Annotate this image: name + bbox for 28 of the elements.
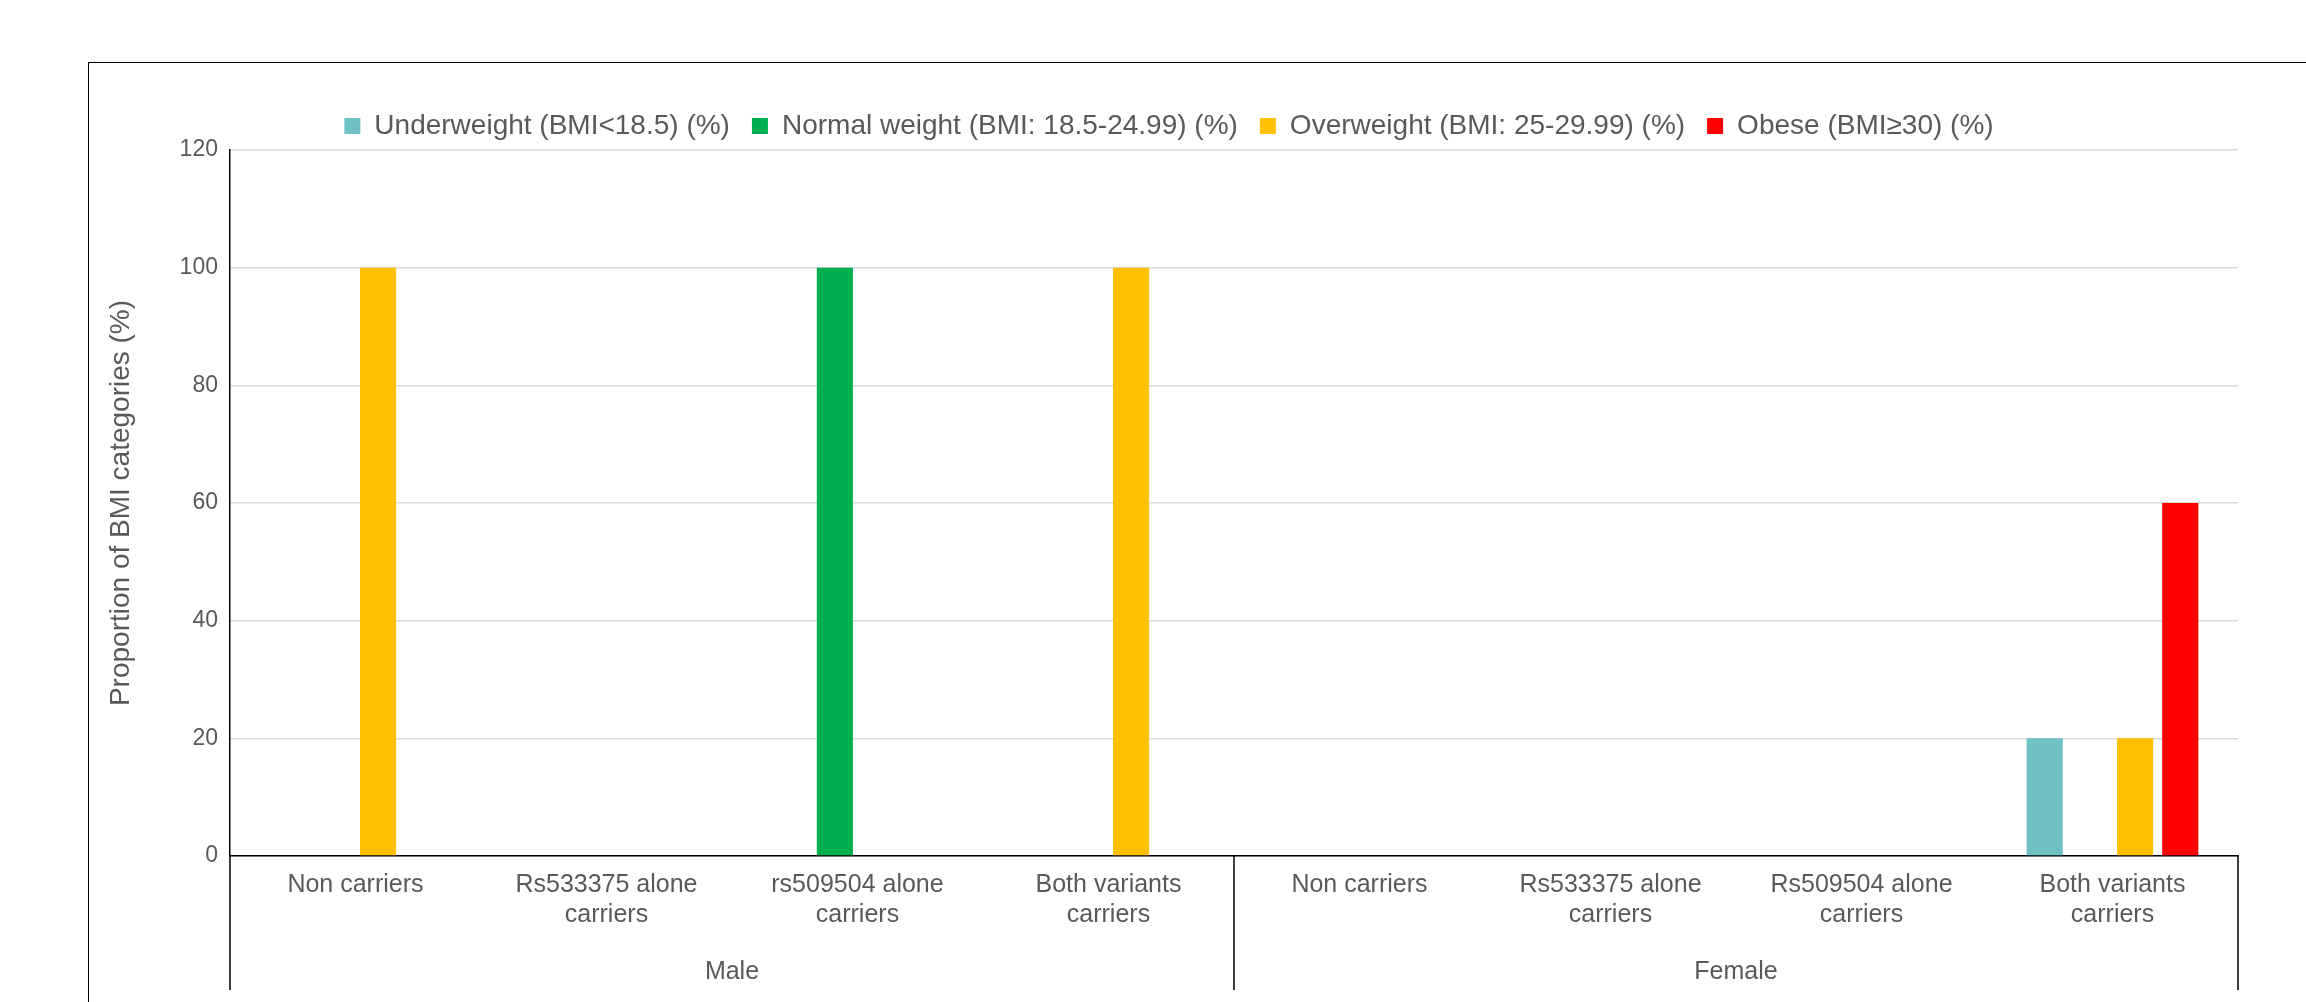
bar xyxy=(1113,267,1150,856)
y-tick-label: 0 xyxy=(205,841,218,868)
y-tick-label: 80 xyxy=(192,370,218,397)
y-tick-label: 20 xyxy=(192,723,218,750)
y-tick-label: 60 xyxy=(192,488,218,515)
bar xyxy=(816,267,853,856)
x-tick-label: Rs533375 alone carriers xyxy=(515,868,698,927)
bar xyxy=(2117,738,2154,856)
x-tick-label: Non carriers xyxy=(1291,868,1428,897)
legend-label: Normal weight (BMI: 18.5-24.99) (%) xyxy=(781,108,1238,140)
text: Male xyxy=(704,955,760,984)
x-tick-label: Both variants carriers xyxy=(1035,868,1182,927)
y-tick-label: 120 xyxy=(179,135,218,162)
bar xyxy=(359,267,397,856)
text: Female xyxy=(1694,955,1778,984)
x-tick-label: Both variants carriers xyxy=(2039,868,2186,927)
x-tick-label: rs509504 alone carriers xyxy=(771,868,944,927)
y-tick-label: 100 xyxy=(179,253,218,280)
bar xyxy=(2026,738,2063,856)
bar xyxy=(2162,503,2199,856)
legend-label: Overweight (BMI: 25-29.99) (%) xyxy=(1289,108,1686,140)
legend-label: Underweight (BMI<18.5) (%) xyxy=(374,108,730,140)
legend-label: Obese (BMI≥30) (%) xyxy=(1737,108,1994,140)
x-tick-label: Non carriers xyxy=(287,868,424,897)
y-axis-title: Proportion of BMI categories (%) xyxy=(103,299,135,707)
y-tick-label: 40 xyxy=(192,606,218,633)
x-tick-label: Rs509504 alone carriers xyxy=(1770,868,1953,927)
x-tick-label: Rs533375 alone carriers xyxy=(1519,868,1702,927)
